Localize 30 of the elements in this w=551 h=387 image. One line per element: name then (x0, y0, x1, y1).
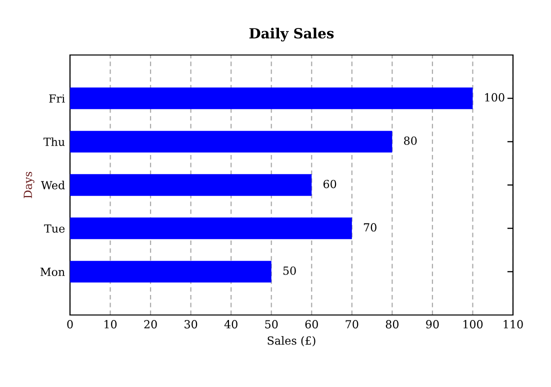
x-tick-label: 10 (104, 320, 117, 328)
x-tick-label: 110 (504, 320, 523, 328)
x-tick-label: 0 (67, 320, 73, 328)
chart-title: Daily Sales (249, 28, 334, 42)
y-tick-label: Tue (44, 224, 65, 233)
data-label: 100 (485, 93, 504, 102)
x-tick-label: 50 (265, 320, 278, 328)
y-tick-label: Mon (40, 268, 65, 276)
x-tick-label: 80 (386, 320, 399, 328)
x-tick-label: 40 (224, 320, 238, 328)
bar (70, 130, 392, 152)
x-tick-label: 60 (305, 320, 318, 328)
x-tick-label: 90 (426, 320, 439, 328)
y-tick-label: Wed (40, 180, 65, 190)
x-tick-label: 30 (184, 320, 198, 328)
x-tick-label: 20 (144, 320, 157, 328)
y-tick-label: Thu (44, 137, 65, 146)
bar (70, 174, 312, 196)
y-axis-title: Days (24, 172, 34, 198)
x-axis-title: Sales (£) (268, 336, 316, 346)
data-label: 60 (323, 180, 336, 188)
bar (70, 260, 272, 282)
bar (70, 88, 473, 110)
x-tick-label: 70 (346, 320, 358, 328)
data-label: 80 (404, 136, 417, 145)
x-tick-label: 100 (463, 320, 483, 328)
data-label: 50 (283, 266, 296, 275)
data-label: 70 (364, 223, 376, 232)
bar (70, 218, 352, 240)
y-tick-label: Fri (49, 94, 65, 103)
